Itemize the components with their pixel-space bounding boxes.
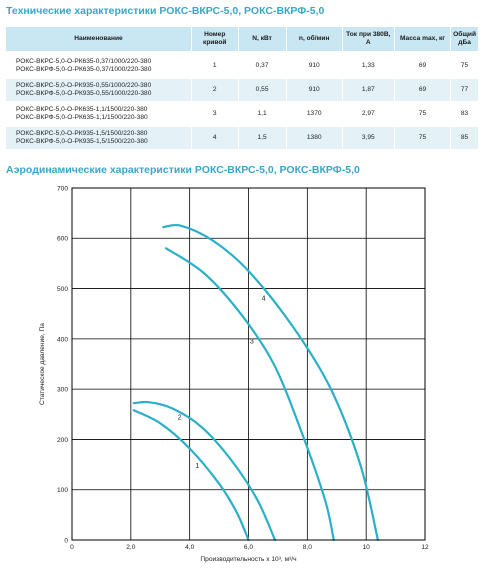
table-row: РОКС-ВКРС-5,0-О-РК935-0,55/1000/220-380 Р… bbox=[6, 78, 478, 103]
row-mass: 75 bbox=[393, 102, 451, 127]
curve-1 bbox=[132, 409, 250, 542]
row-mass: 75 bbox=[393, 126, 451, 151]
header-mass: Масса max, кг bbox=[393, 27, 451, 55]
table-row: РОКС-ВКРС-5,0-О-РК635-1,1/1500/220-380 РО… bbox=[6, 102, 478, 127]
header-curve: Номер кривой bbox=[190, 27, 238, 55]
row-curve: 2 bbox=[190, 78, 238, 103]
row-mass: 69 bbox=[393, 78, 451, 103]
model-name: РОКС-ВКРФ-5,0-О-РК935-1,5/1500/220-380 bbox=[16, 138, 148, 145]
model-name: РОКС-ВКРФ-5,0-О-РК635-1,1/1500/220-380 bbox=[16, 114, 148, 121]
row-curve: 4 bbox=[190, 126, 238, 151]
x-tick-label: 0 bbox=[70, 544, 74, 551]
row-name: РОКС-ВКРС-5,0-О-РК635-0,37/1000/220-380 Р… bbox=[6, 53, 192, 79]
row-current: 1,87 bbox=[341, 78, 395, 103]
curve-label: 4 bbox=[262, 296, 266, 303]
model-name: РОКС-ВКРС-5,0-О-РК935-0,55/1000/220-380 bbox=[16, 81, 152, 89]
y-tick-label: 500 bbox=[57, 286, 68, 293]
model-name: РОКС-ВКРФ-5,0-О-РК635-0,37/1000/220-380 bbox=[16, 66, 152, 73]
table-row: РОКС-ВКРС-5,0-О-РК935-1,5/1500/220-380 РО… bbox=[6, 126, 478, 151]
y-tick-label: 400 bbox=[57, 336, 68, 343]
model-name: РОКС-ВКРС-5,0-О-РК635-0,37/1000/220-380 bbox=[16, 57, 152, 65]
plot-frame bbox=[71, 187, 426, 541]
row-power: 1,1 bbox=[237, 102, 287, 127]
row-name: РОКС-ВКРС-5,0-О-РК935-1,5/1500/220-380 РО… bbox=[6, 126, 192, 151]
row-noise: 75 bbox=[450, 53, 478, 79]
curve-2 bbox=[132, 400, 277, 542]
curve-label: 1 bbox=[195, 463, 199, 470]
row-name: РОКС-ВКРС-5,0-О-РК635-1,1/1500/220-380 РО… bbox=[6, 102, 192, 127]
row-current: 1,33 bbox=[341, 53, 395, 79]
y-tick-label: 300 bbox=[57, 387, 68, 394]
header-power: N, кВт bbox=[237, 27, 287, 55]
header-rpm: n, об/мин bbox=[285, 27, 343, 55]
row-rpm: 910 bbox=[285, 53, 343, 79]
y-tick-label: 100 bbox=[57, 487, 68, 494]
x-tick-label: 6,0 bbox=[244, 544, 253, 551]
tech-specs-table: Наименование Номер кривой N, кВт n, об/м… bbox=[6, 27, 478, 151]
y-axis-label: Статическое давление, Па bbox=[39, 323, 46, 405]
curve-label: 2 bbox=[178, 415, 182, 422]
aero-chart: 0 2,0 4,0 6,0 8,0 10 1201002003004005006007001… bbox=[39, 185, 429, 563]
model-name: РОКС-ВКРФ-5,0-О-РК935-0,55/1000/220-380 bbox=[16, 90, 152, 97]
x-tick-label: 2,0 bbox=[126, 544, 135, 551]
x-tick-label: 8,0 bbox=[303, 544, 312, 551]
y-tick-label: 200 bbox=[57, 437, 68, 444]
x-tick-label: 4,0 bbox=[185, 544, 194, 551]
curve-3 bbox=[165, 247, 335, 542]
model-name: РОКС-ВКРС-5,0-О-РК935-1,5/1500/220-380 bbox=[16, 129, 148, 137]
curve-label: 3 bbox=[250, 338, 254, 345]
row-rpm: 1370 bbox=[285, 102, 343, 127]
table-row: РОКС-ВКРС-5,0-О-РК635-0,37/1000/220-380 Р… bbox=[6, 53, 478, 79]
y-tick-label: 600 bbox=[57, 236, 68, 243]
row-curve: 1 bbox=[190, 53, 238, 79]
row-power: 1,5 bbox=[237, 126, 287, 151]
row-name: РОКС-ВКРС-5,0-О-РК935-0,55/1000/220-380 Р… bbox=[6, 78, 192, 103]
row-noise: 77 bbox=[450, 78, 478, 103]
chart-series bbox=[132, 223, 379, 542]
model-name: РОКС-ВКРС-5,0-О-РК635-1,1/1500/220-380 bbox=[16, 105, 148, 113]
table-header-row: Наименование Номер кривой N, кВт n, об/м… bbox=[6, 27, 478, 55]
x-axis-label: Производительность х 10³, м³/ч bbox=[200, 556, 296, 563]
row-mass: 69 bbox=[393, 53, 451, 79]
y-tick-label: 700 bbox=[57, 185, 68, 192]
aero-chart-title: Аэродинамические характеристики РОКС-ВКР… bbox=[6, 164, 360, 176]
x-tick-label: 12 bbox=[421, 544, 429, 551]
row-current: 3,95 bbox=[341, 126, 395, 151]
row-current: 2,97 bbox=[341, 102, 395, 127]
chart-grid bbox=[71, 187, 426, 541]
header-name: Наименование bbox=[6, 27, 192, 55]
y-tick-label: 0 bbox=[64, 537, 68, 544]
row-curve: 3 bbox=[190, 102, 238, 127]
x-tick-label: 10 bbox=[362, 544, 370, 551]
tech-specs-title: Технические характеристики РОКС-ВКРС-5,0… bbox=[6, 5, 325, 17]
chart-labels: 0 2,0 4,0 6,0 8,0 10 1201002003004005006007001… bbox=[57, 185, 429, 551]
header-noise: Общий дБа bbox=[450, 27, 478, 55]
row-rpm: 910 bbox=[285, 78, 343, 103]
row-noise: 85 bbox=[450, 126, 478, 151]
header-current: Ток при 380В, А bbox=[341, 27, 395, 55]
row-rpm: 1380 bbox=[285, 126, 343, 151]
curve-4 bbox=[162, 223, 379, 542]
row-power: 0,37 bbox=[237, 53, 287, 79]
row-noise: 83 bbox=[450, 102, 478, 127]
row-power: 0,55 bbox=[237, 78, 287, 103]
